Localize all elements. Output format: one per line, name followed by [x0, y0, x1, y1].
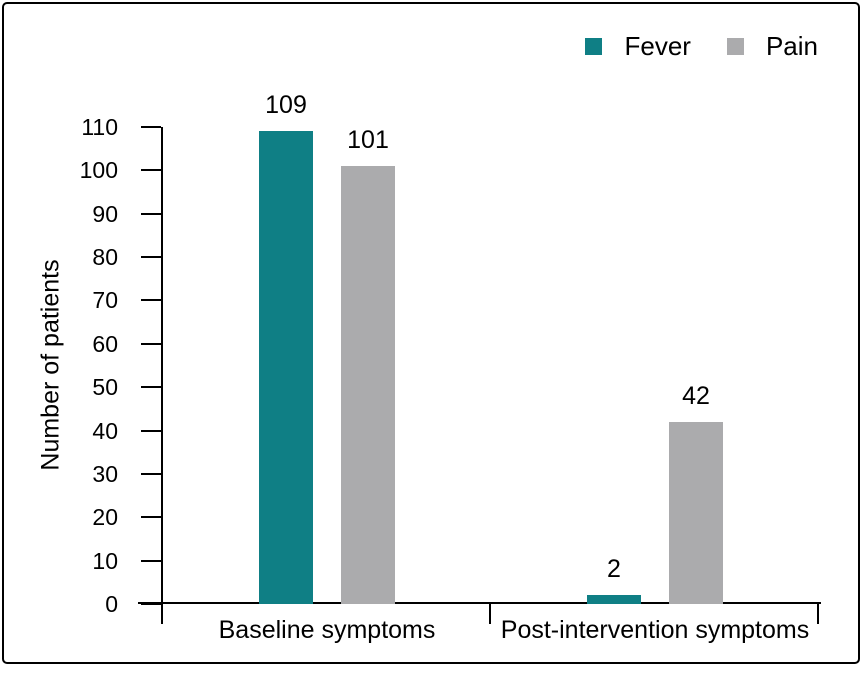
chart-frame: Fever Pain Number of patients 0 10 20 30 40 5… [2, 2, 860, 664]
y-tick [141, 299, 161, 302]
x-axis-line [138, 602, 821, 604]
bar-value-label: 109 [265, 91, 307, 120]
legend: Fever Pain [585, 33, 818, 59]
y-tick [141, 169, 161, 172]
category-label: Baseline symptoms [218, 616, 436, 644]
y-tick-label: 70 [92, 287, 118, 314]
y-tick [141, 256, 161, 259]
y-tick [141, 516, 161, 519]
x-boundary-tick [817, 604, 819, 624]
y-tick-label: 50 [92, 374, 118, 401]
y-tick [141, 342, 161, 345]
bar-value-label: 42 [682, 381, 710, 410]
y-tick [141, 212, 161, 215]
bar-fever-category-1 [587, 595, 641, 604]
legend-item-pain: Pain [726, 31, 818, 61]
y-tick-label: 30 [92, 460, 118, 487]
bar-value-label: 101 [347, 126, 389, 155]
bar-pain-category-0 [341, 166, 395, 604]
y-tick-label: 20 [92, 504, 118, 531]
bar-pain-category-1 [669, 421, 723, 604]
plot-area: 0 10 20 30 40 50 60 70 80 90 100 110 109 101 2 42 Base… [80, 93, 821, 643]
y-tick [141, 603, 161, 605]
y-tick-label: 80 [92, 244, 118, 271]
y-tick [141, 472, 161, 475]
y-tick-label: 110 [81, 114, 118, 140]
category-label: Post-intervention symptoms [500, 616, 810, 644]
y-tick [141, 386, 161, 389]
bar-value-label: 2 [607, 555, 621, 584]
y-tick-label: 10 [92, 547, 118, 574]
y-tick-label: 60 [92, 330, 118, 357]
pain-swatch-icon [726, 37, 744, 55]
legend-item-fever: Fever [585, 31, 691, 61]
x-boundary-tick [489, 604, 491, 624]
legend-label-fever: Fever [624, 31, 691, 61]
legend-label-pain: Pain [765, 31, 818, 61]
y-tick-label: 100 [79, 157, 118, 184]
y-tick-label: 40 [92, 417, 118, 444]
y-tick-label: 90 [92, 200, 118, 227]
bar-fever-category-0 [259, 131, 313, 604]
y-tick [141, 429, 161, 432]
y-axis-line [161, 127, 163, 624]
y-tick-label: 0 [105, 591, 118, 617]
fever-swatch-icon [585, 37, 603, 55]
y-tick [141, 126, 161, 129]
y-tick [141, 559, 161, 562]
